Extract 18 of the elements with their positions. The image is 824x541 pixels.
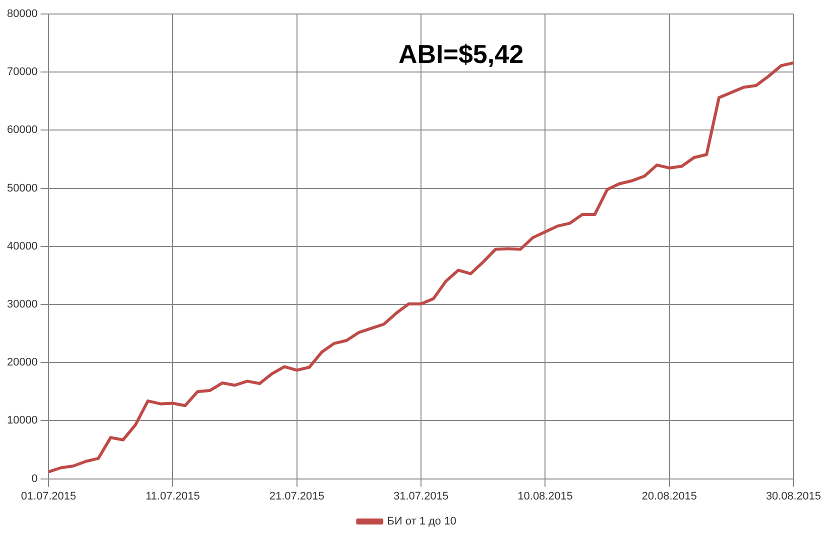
y-tick-label: 60000 bbox=[6, 124, 38, 136]
y-tick-label: 70000 bbox=[6, 66, 38, 78]
y-tick-label: 50000 bbox=[6, 182, 38, 194]
x-tick-label: 20.08.2015 bbox=[642, 490, 697, 502]
y-tick-label: 10000 bbox=[6, 414, 38, 427]
y-tick-label: 30000 bbox=[6, 298, 38, 311]
x-tick-label: 01.07.2015 bbox=[21, 490, 76, 502]
y-tick-label: 20000 bbox=[6, 356, 38, 369]
x-tick-label: 10.08.2015 bbox=[518, 490, 573, 502]
legend-label: БИ от 1 до 10 bbox=[387, 516, 456, 528]
y-tick-label: 0 bbox=[31, 472, 38, 485]
x-tick-label: 30.08.2015 bbox=[766, 490, 822, 502]
y-tick-label: 40000 bbox=[6, 240, 38, 252]
text: ABI=$5,42 bbox=[398, 39, 524, 70]
y-tick-label: 80000 bbox=[6, 8, 38, 20]
x-tick-label: 21.07.2015 bbox=[269, 490, 324, 502]
x-tick-label: 11.07.2015 bbox=[146, 490, 200, 502]
x-tick-label: 31.07.2015 bbox=[394, 490, 449, 502]
